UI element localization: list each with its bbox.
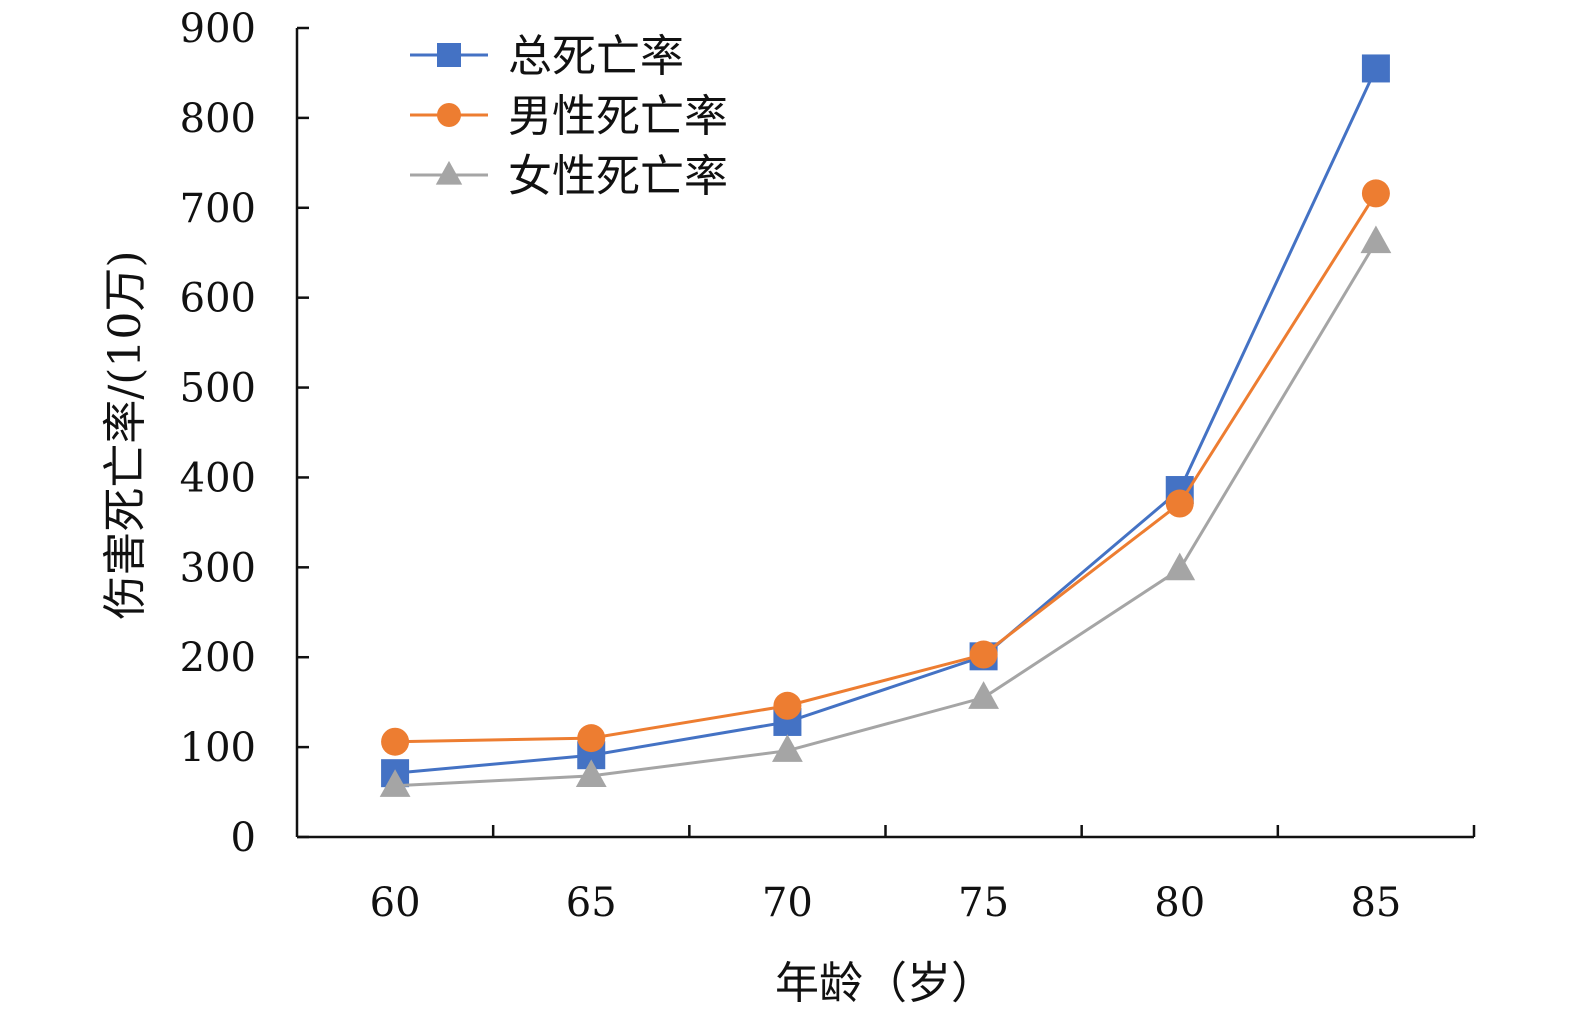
series-line: [395, 192, 1378, 744]
legend-marker: [435, 160, 463, 185]
x-tick-label: 75: [958, 880, 1009, 926]
y-tick-label: 800: [180, 96, 256, 142]
x-tick-label: 65: [566, 880, 617, 926]
y-tick-label: 200: [180, 635, 256, 681]
data-point: [1165, 489, 1194, 518]
legend-item-3: 女性死亡率: [410, 151, 728, 202]
series-3: [379, 225, 1392, 797]
data-point: [773, 691, 802, 720]
y-tick-label: 500: [180, 366, 256, 412]
y-tick-label: 600: [180, 276, 256, 322]
data-point: [968, 681, 999, 709]
y-axis-title: 伤害死亡率/(10万): [100, 250, 151, 619]
data-point: [575, 759, 607, 788]
legend-marker: [437, 103, 461, 127]
legend-marker: [437, 43, 461, 67]
y-tick-label: 100: [180, 725, 256, 771]
axes: [295, 26, 1476, 839]
legend-item-2: 男性死亡率: [410, 91, 728, 142]
y-tick-label: 700: [180, 186, 256, 232]
data-point: [379, 769, 411, 797]
data-point: [1361, 54, 1390, 83]
series-line: [394, 67, 1378, 775]
data-point: [969, 640, 998, 669]
y-tick-label: 300: [180, 545, 256, 591]
series-layer: [379, 54, 1392, 797]
x-tick-label: 85: [1350, 880, 1401, 926]
legend-label: 女性死亡率: [508, 151, 728, 202]
data-point: [381, 727, 410, 756]
data-point: [1164, 552, 1196, 581]
x-tick-label: 70: [762, 880, 813, 926]
series-2: [381, 179, 1390, 756]
series-line: [395, 241, 1378, 788]
data-point: [772, 734, 803, 762]
data-point: [1360, 225, 1392, 254]
data-point: [1361, 179, 1390, 208]
legend-label: 男性死亡率: [508, 91, 728, 142]
y-tick-label: 400: [180, 455, 256, 501]
x-axis-title: 年龄（岁）: [775, 958, 995, 1009]
legend-label: 总死亡率: [508, 31, 684, 82]
tick-labels: 0 100 200 300 400 500 600 700 800 900 60 65 70 75 80 85: [180, 6, 1402, 926]
y-tick-label: 900: [180, 6, 256, 52]
x-tick-label: 80: [1154, 880, 1205, 926]
x-tick-label: 60: [370, 880, 421, 926]
y-tick-label: 0: [231, 815, 256, 861]
data-point: [577, 724, 606, 753]
legend-item-1: 总死亡率: [410, 31, 684, 82]
